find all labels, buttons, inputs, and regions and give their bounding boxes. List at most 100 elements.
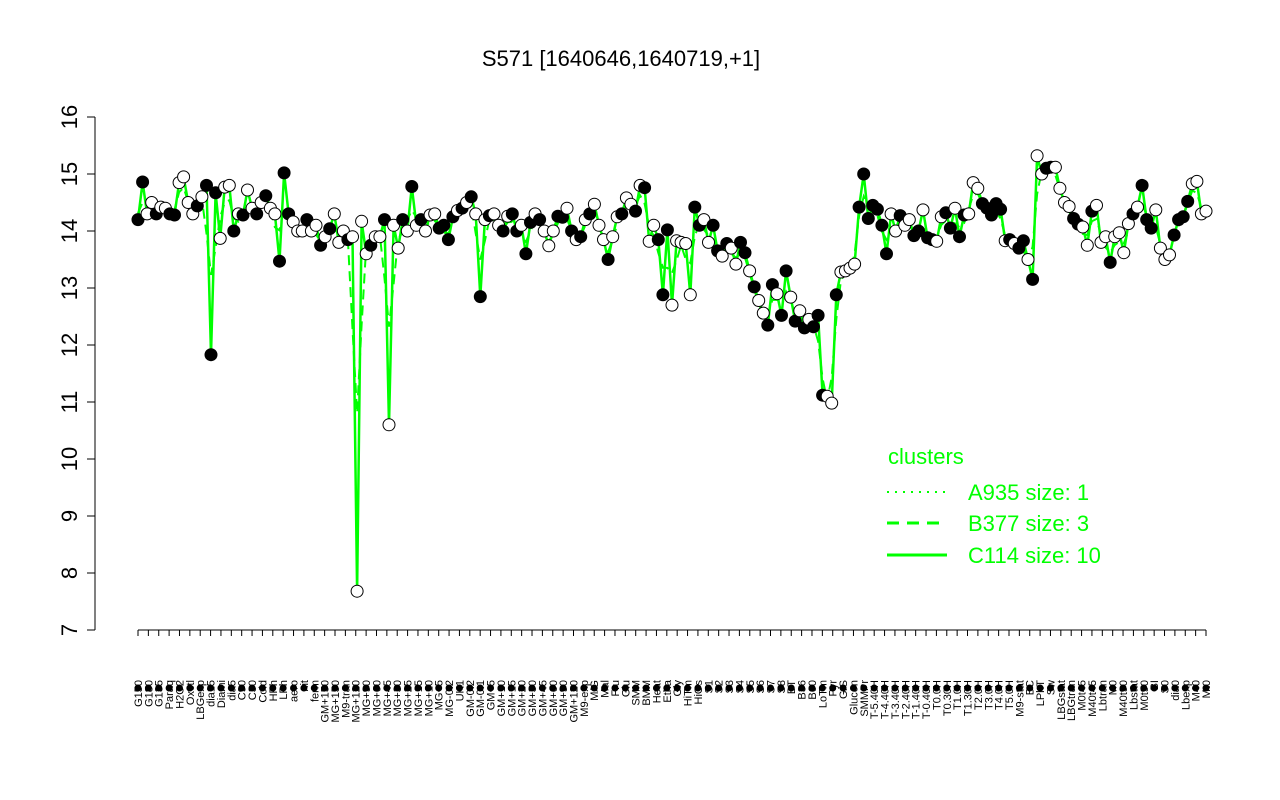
x-rug-point <box>808 684 816 692</box>
data-point <box>807 320 820 334</box>
x-rug-point <box>580 684 588 692</box>
x-rug-point <box>435 684 443 692</box>
legend-label-a935: A935 size: 1 <box>968 480 1089 505</box>
data-point <box>651 233 665 247</box>
x-rug-point <box>777 684 785 692</box>
data-point <box>706 218 720 232</box>
data-point <box>1053 181 1067 195</box>
y-tick-label: 9 <box>57 510 82 522</box>
data-point <box>761 318 775 332</box>
x-rug-point <box>663 684 671 692</box>
x-rug-point <box>1161 684 1169 692</box>
x-rug-point <box>134 684 142 692</box>
data-point <box>542 239 556 253</box>
data-point <box>724 241 738 255</box>
data-point <box>464 190 478 204</box>
x-rug-point <box>217 684 225 692</box>
data-point <box>811 308 825 322</box>
data-point <box>665 298 679 312</box>
x-rug-point <box>756 684 764 692</box>
legend-label-b377: B377 size: 3 <box>968 511 1089 536</box>
x-rug-point <box>424 684 432 692</box>
y-tick-label: 13 <box>57 276 82 300</box>
x-rug-point <box>684 684 692 692</box>
data-point <box>355 214 369 228</box>
x-rug-point <box>953 684 961 692</box>
x-rug-point <box>1129 684 1137 692</box>
x-rug-point <box>1057 684 1065 692</box>
data-point <box>1076 220 1090 234</box>
x-rug-point <box>549 684 557 692</box>
data-point <box>953 230 966 244</box>
x-rug-point <box>1109 684 1117 692</box>
data-point <box>487 207 501 221</box>
x-rug-point <box>621 684 629 692</box>
x-rug-point <box>849 684 857 692</box>
data-point <box>852 200 866 214</box>
x-rug-point <box>1026 684 1034 692</box>
x-rug-point <box>995 684 1003 692</box>
chart-title: S571 [1640646,1640719,+1] <box>482 46 760 71</box>
data-point <box>1048 160 1062 174</box>
data-point <box>1062 200 1076 213</box>
data-point <box>660 223 674 237</box>
x-rug-point <box>383 684 391 692</box>
x-rug-point <box>704 684 712 692</box>
data-point <box>391 241 405 255</box>
x-rug-point <box>798 684 806 692</box>
data-point <box>1135 178 1149 192</box>
legend: clusters A935 size: 1 B377 size: 3 C114 … <box>887 444 1101 568</box>
data-point <box>204 348 218 362</box>
data-point <box>702 235 715 249</box>
data-point <box>756 306 770 320</box>
data-point <box>770 287 784 301</box>
x-rug-point <box>601 684 609 692</box>
x-rug-point <box>839 684 847 692</box>
x-rug-point <box>673 684 681 692</box>
x-rug-point <box>1036 684 1044 692</box>
data-point <box>870 202 884 216</box>
data-point <box>546 224 560 238</box>
data-point <box>912 224 925 238</box>
x-rug-point <box>497 684 505 692</box>
data-point <box>683 288 697 302</box>
x-rug-point <box>310 684 318 692</box>
data-point <box>738 246 752 260</box>
y-tick-label: 15 <box>57 162 82 186</box>
data-point <box>222 178 236 192</box>
x-rug-point <box>196 684 204 692</box>
x-rug-point <box>290 684 298 692</box>
x-rug-point <box>1150 684 1158 692</box>
data-point <box>930 234 944 248</box>
y-tick-label: 11 <box>57 391 82 414</box>
data-point <box>1117 246 1131 260</box>
data-point <box>638 181 652 195</box>
x-rug-point <box>279 684 287 692</box>
y-tick-label: 14 <box>57 219 82 243</box>
x-rug-point <box>487 684 495 692</box>
x-rug-point <box>881 684 889 692</box>
data-point <box>971 181 985 195</box>
x-rug-point <box>445 684 453 692</box>
data-point <box>861 212 875 225</box>
data-point <box>496 224 510 238</box>
y-tick-label: 12 <box>57 333 82 357</box>
data-point <box>1131 200 1144 214</box>
y-tick-label: 7 <box>57 624 82 636</box>
data-point <box>779 264 793 278</box>
data-point <box>587 197 601 211</box>
data-point <box>177 170 191 184</box>
y-tick-label: 10 <box>57 447 82 471</box>
data-point <box>236 208 250 222</box>
legend-label-c114: C114 size: 10 <box>968 543 1101 568</box>
x-rug-point <box>155 684 163 692</box>
x-rug-point <box>227 684 235 692</box>
data-point <box>647 218 661 232</box>
data-point <box>1199 204 1213 218</box>
data-point <box>829 288 843 302</box>
x-rug-point <box>362 684 370 692</box>
data-point <box>1190 174 1204 188</box>
data-point <box>1176 210 1190 224</box>
x-axis: G150G180G135ParaqH2O2OxctlLBGexpdia15Dia… <box>133 629 1213 723</box>
data-point <box>428 207 442 221</box>
